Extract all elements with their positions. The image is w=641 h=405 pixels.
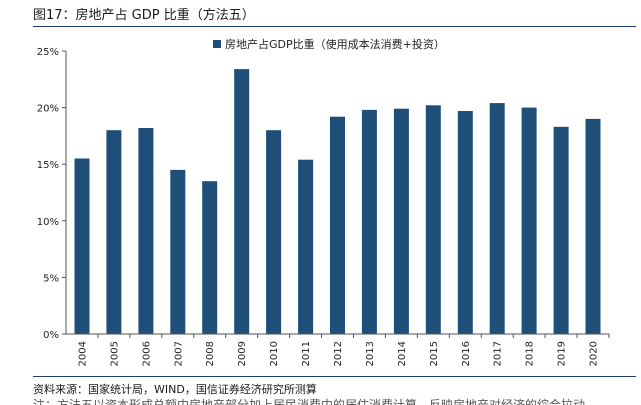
bar-2017: [489, 103, 505, 334]
bar-2019: [553, 126, 569, 334]
x-tick-label: 2004: [77, 341, 88, 366]
y-tick-label: 5%: [43, 273, 59, 284]
top-rule: [33, 26, 636, 27]
y-tick-label: 15%: [37, 160, 59, 171]
bar-2020: [585, 118, 601, 335]
bar-2016: [457, 111, 473, 334]
x-tick-label: 2017: [493, 341, 504, 366]
x-axis: 2004 2005 2006 2007 2008 2009 2010 2011 2012 2013…: [66, 333, 610, 366]
bar-2018: [521, 107, 537, 334]
bar-2011: [298, 159, 314, 334]
bar-2012: [330, 116, 345, 334]
bottom-rule: [33, 376, 636, 377]
x-tick-label: 2013: [365, 341, 376, 366]
x-tick-label: 2009: [237, 341, 248, 366]
bar-2013: [361, 109, 377, 335]
source-note: 资料来源：国家统计局，WIND，国信证券经济研究所测算: [33, 383, 317, 396]
x-tick-label: 2016: [461, 341, 472, 366]
legend-swatch: [213, 40, 221, 48]
x-tick-label: 2020: [589, 341, 600, 366]
x-tick-label: 2006: [141, 341, 152, 366]
y-axis: 0% 5% 10% 15% 20% 25%: [37, 47, 67, 341]
y-tick-label: 25%: [37, 47, 59, 58]
y-tick-label: 10%: [37, 217, 59, 228]
x-tick-label: 2007: [173, 341, 184, 366]
x-tick-label: 2011: [301, 341, 312, 366]
x-tick-label: 2010: [269, 341, 280, 366]
x-tick-label: 2012: [333, 341, 344, 366]
x-tick-label: 2019: [557, 341, 568, 366]
bar-2014: [393, 108, 409, 334]
bar-2010: [266, 130, 282, 334]
y-tick-label: 0%: [43, 330, 59, 341]
legend-label: 房地产占GDP比重（使用成本法消费+投资）: [225, 37, 445, 51]
bar-2008: [202, 181, 218, 334]
y-tick-label: 20%: [37, 104, 59, 115]
x-tick-label: 2008: [205, 341, 216, 366]
x-tick-label: 2015: [429, 341, 440, 366]
x-tick-label: 2018: [525, 341, 536, 366]
bar-series: [74, 69, 601, 335]
bar-2004: [74, 158, 90, 334]
bar-2007: [170, 169, 186, 334]
bar-2015: [425, 105, 441, 334]
legend: 房地产占GDP比重（使用成本法消费+投资）: [213, 37, 445, 51]
bar-chart: 0%5%10%15%20%25% 2004 2005 2006 2007 2008 200…: [37, 37, 610, 366]
bar-2006: [138, 128, 154, 334]
bar-2005: [106, 130, 122, 334]
cutoff-text: 注：方法五以资本形成总额中房地产部分加上居民消费中的居住消费计算，反映房地产对经…: [33, 398, 586, 405]
bar-2009: [234, 69, 250, 334]
x-tick-label: 2014: [397, 341, 408, 366]
figure-title: 图17：房地产占 GDP 比重（方法五）: [33, 8, 255, 23]
x-tick-label: 2005: [109, 341, 120, 366]
